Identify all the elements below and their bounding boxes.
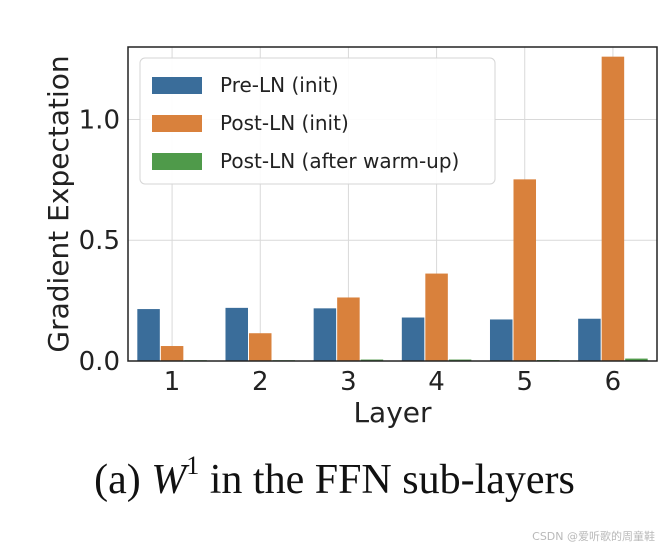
bar-2-layer-3 — [337, 297, 360, 361]
legend-swatch — [152, 153, 202, 170]
caption-math-symbol: W — [151, 457, 187, 503]
bar-1-layer-1 — [137, 309, 160, 361]
x-tick-label: 6 — [605, 367, 622, 397]
x-tick-label: 1 — [164, 367, 181, 397]
bar-1-layer-3 — [313, 308, 337, 361]
bar-1-layer-2 — [225, 307, 248, 361]
legend-swatch — [152, 77, 202, 94]
y-tick-label: 0.0 — [79, 347, 120, 377]
legend-label: Post-LN (init) — [220, 111, 349, 135]
figure-caption: (a) W1 in the FFN sub-layers — [0, 451, 669, 504]
bar-1-layer-5 — [489, 319, 513, 361]
legend-swatch — [152, 115, 202, 132]
bar-2-layer-2 — [248, 333, 272, 361]
caption-prefix: (a) — [94, 457, 152, 503]
bar-1-layer-6 — [578, 318, 601, 361]
legend-label: Post-LN (after warm-up) — [220, 149, 459, 173]
x-tick-labels: 1 2 3 4 5 6 — [164, 367, 621, 397]
bar-chart: 0.0 0.5 1.0 1 2 3 4 5 6 Layer Gradient Expectat… — [42, 46, 658, 429]
x-tick-label: 5 — [516, 367, 533, 397]
x-axis-label: Layer — [353, 396, 432, 429]
plot-frame — [127, 46, 658, 362]
x-tick-label: 4 — [428, 367, 445, 397]
legend-label: Pre-LN (init) — [220, 73, 339, 97]
bar-1-layer-4 — [401, 317, 425, 361]
y-tick-label: 1.0 — [79, 105, 120, 135]
bars — [137, 56, 648, 362]
bar-2-layer-5 — [513, 179, 537, 361]
y-tick-labels: 0.0 0.5 1.0 — [79, 105, 120, 377]
bar-2-layer-4 — [425, 273, 448, 361]
x-tick-label: 2 — [252, 367, 269, 397]
bar-2-layer-6 — [601, 56, 625, 362]
y-axis-label: Gradient Expectation — [42, 55, 75, 352]
caption-superscript: 1 — [186, 451, 200, 480]
x-tick-label: 3 — [340, 367, 357, 397]
legend: Pre-LN (init) Post-LN (init) Post-LN (afte… — [139, 57, 496, 185]
caption-suffix: in the FFN sub-layers — [199, 457, 575, 503]
y-tick-label: 0.5 — [79, 226, 120, 256]
legend-box — [139, 57, 496, 185]
bar-2-layer-1 — [160, 346, 184, 361]
bar-3-layer-6 — [625, 358, 648, 361]
watermark: CSDN @爱听歌的周童鞋 — [532, 530, 655, 543]
